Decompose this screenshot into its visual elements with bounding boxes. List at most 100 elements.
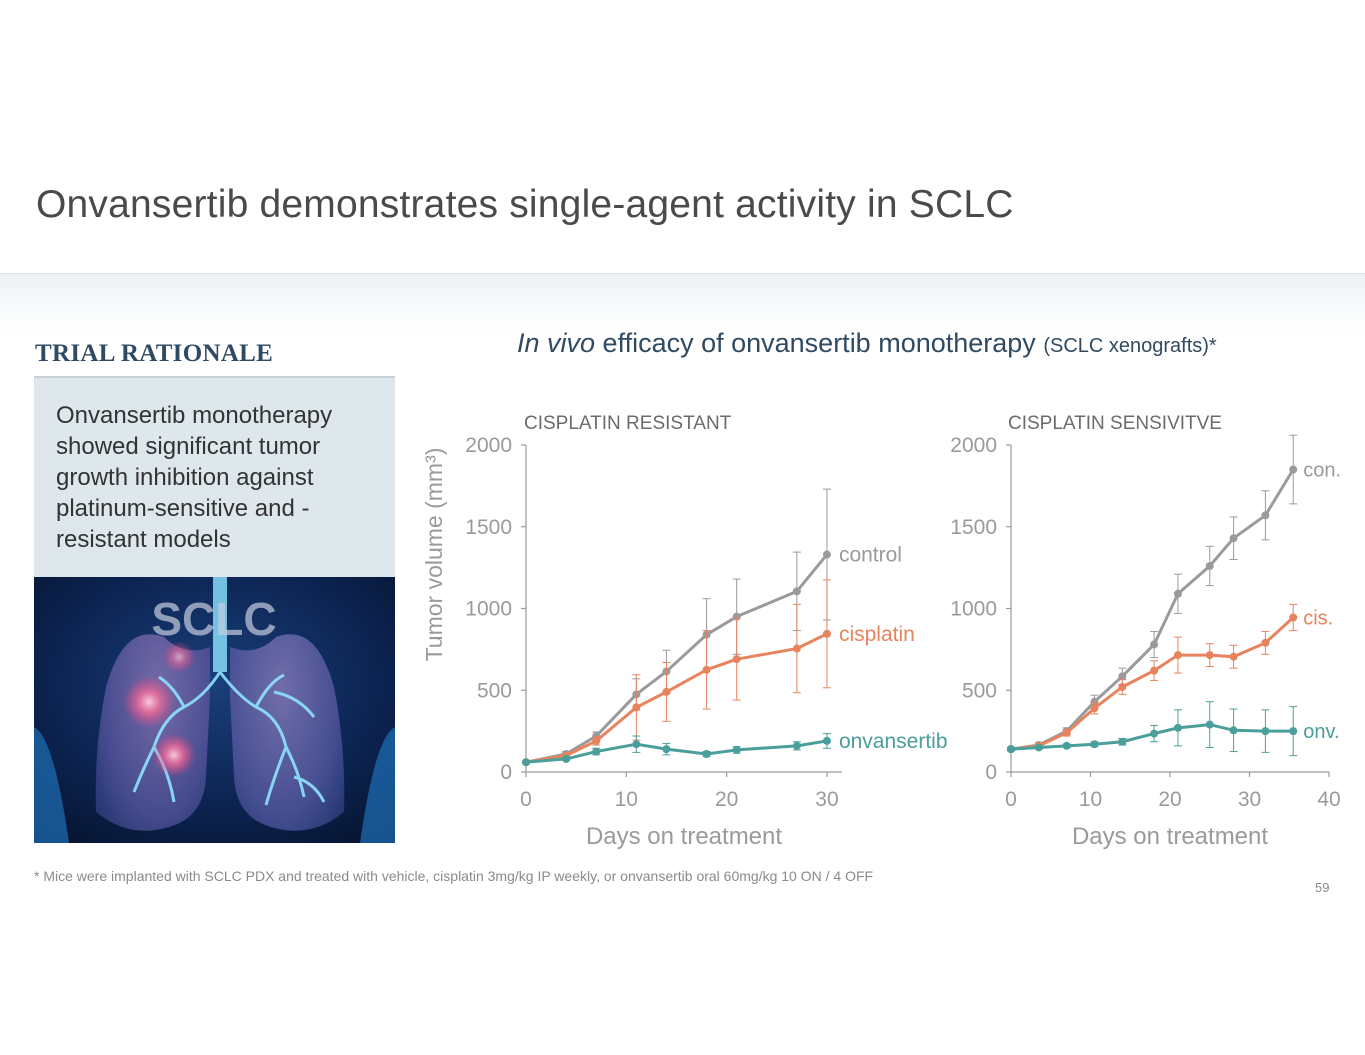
chart-heading-small: (SCLC xenografts)* [1043,335,1217,357]
chart-2: CISPLATIN SENSIVITVE 0 500 1000 1500 2000 0 10 2… [950,413,1341,850]
y-tick-label: 1500 [465,516,512,539]
data-point [792,741,801,750]
series-label-cisplatin: cisplatin [839,623,915,646]
data-point [1150,666,1159,675]
data-point [1034,743,1043,752]
image-label: SCLC [151,593,276,645]
series-cisplatin: cis. [1007,603,1333,754]
data-point [1205,720,1214,729]
data-point [1007,745,1015,754]
data-point [1173,723,1182,732]
x-tick-label: 0 [1005,788,1017,811]
data-point [1205,561,1214,570]
series-onvansertib: onvansertib [522,730,948,767]
y-tick-label: 1000 [465,598,512,621]
data-point [1289,465,1298,474]
series-onvansertib: onv. [1007,701,1340,757]
data-point [1173,651,1182,660]
series-line-cisplatin [525,632,828,764]
slide-title: Onvansertib demonstrates single-agent ac… [36,183,1014,226]
series-label-control: control [839,544,902,567]
data-point [592,747,601,756]
data-point [822,629,831,638]
chart-title: CISPLATIN RESISTANT [524,413,732,434]
y-tick-label: 500 [477,679,512,702]
y-tick-label: 2000 [950,434,997,457]
x-axis-label: Days on treatment [1072,823,1268,850]
x-tick-label: 40 [1317,788,1340,811]
data-point [1118,672,1127,681]
series-line-control [1010,468,1295,751]
data-point [1062,741,1071,750]
y-tick-label: 1000 [950,598,997,621]
data-point [1173,589,1182,598]
data-point [1229,534,1238,543]
data-point [1090,740,1099,749]
chart-title: CISPLATIN SENSIVITVE [1008,413,1222,434]
data-point [822,736,831,745]
data-point [702,665,711,674]
x-tick-label: 10 [615,788,638,811]
data-point [1261,727,1270,736]
chart-heading: In vivo efficacy of onvansertib monother… [517,328,1217,359]
lung-image: SCLC [34,577,395,843]
x-tick-label: 20 [1158,788,1181,811]
y-tick-label: 0 [500,761,512,784]
data-point [1205,651,1214,660]
series-line-control [525,553,829,764]
data-point [1229,652,1238,661]
data-point [1150,729,1159,738]
data-point [1229,726,1238,735]
data-point [1289,613,1298,622]
footnote: * Mice were implanted with SCLC PDX and … [34,868,874,884]
data-point [662,745,671,754]
page-number: 59 [1315,880,1330,895]
data-point [732,745,741,754]
chart-heading-main: efficacy of onvansertib monotherapy [595,328,1044,358]
data-point [702,750,711,759]
data-point [1150,640,1159,649]
y-tick-label: 0 [985,761,997,784]
x-tick-label: 0 [520,788,532,811]
x-tick-label: 10 [1079,788,1102,811]
title-band [0,273,1365,334]
data-point [632,703,641,712]
data-point [662,687,671,696]
data-point [522,758,530,767]
data-point [1261,638,1270,647]
series-label-onvansertib: onvansertib [839,730,948,753]
x-tick-label: 30 [1238,788,1261,811]
series-label-control: con. [1303,460,1341,482]
data-point [1118,737,1127,746]
series-label-cisplatin: cis. [1303,607,1333,629]
y-tick-label: 500 [962,679,997,702]
data-point [592,736,601,745]
chart-heading-italic: In vivo [517,328,596,358]
y-axis-label: Tumor volume (mm³) [421,448,447,662]
data-point [792,587,801,596]
series-label-onvansertib: onv. [1303,721,1339,743]
data-point [792,644,801,653]
x-tick-label: 20 [715,788,738,811]
data-point [1062,728,1071,737]
y-tick-label: 1500 [950,516,997,539]
data-point [1289,727,1298,736]
rationale-text: Onvansertib monotherapy showed significa… [56,402,333,553]
data-point [822,550,831,559]
data-point [1090,704,1099,713]
data-point [632,740,641,749]
data-point [1118,682,1127,691]
data-point [1090,697,1099,706]
data-point [1261,511,1270,520]
rationale-box: Onvansertib monotherapy showed significa… [34,376,395,577]
lung-illustration: SCLC [34,577,395,843]
x-axis-label: Days on treatment [586,823,782,850]
chart-1: CISPLATIN RESISTANT 0 500 1000 1500 2000 0 10 20… [421,413,948,850]
data-point [732,655,741,664]
trial-rationale-heading: TRIAL RATIONALE [35,340,274,367]
data-point [562,754,571,763]
x-tick-label: 30 [815,788,838,811]
series-control: con. [1007,434,1341,754]
y-tick-label: 2000 [465,434,512,457]
